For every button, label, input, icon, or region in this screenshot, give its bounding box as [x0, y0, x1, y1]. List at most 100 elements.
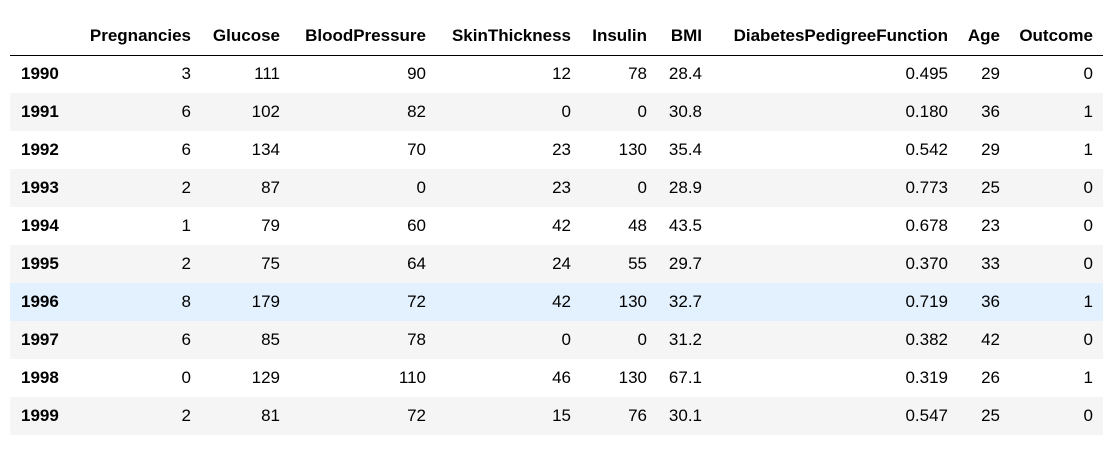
table-cell: 12: [552, 64, 571, 84]
table-cell: 130: [618, 140, 647, 159]
table-cell: 55: [628, 254, 647, 273]
table-cell: 82: [407, 102, 426, 121]
table-cell: 0: [637, 102, 647, 121]
row-index: 1997: [21, 330, 59, 349]
table-cell: 0: [561, 330, 571, 349]
table-cell: 48: [628, 216, 647, 235]
table-cell: 67.1: [668, 368, 702, 387]
table-cell: 0: [1083, 216, 1093, 235]
table-cell: 23: [552, 178, 571, 197]
row-index: 1994: [21, 216, 59, 235]
table-cell: 46: [552, 368, 571, 387]
table-cell: 35.4: [668, 140, 702, 159]
column-header: Glucose: [201, 17, 290, 56]
table-cell: 25: [981, 406, 1000, 425]
table-cell: 0.319: [905, 368, 948, 387]
table-cell: 79: [261, 216, 280, 235]
column-header: BloodPressure: [290, 17, 436, 56]
table-cell: 0: [561, 102, 571, 121]
table-cell: 130: [618, 368, 647, 387]
row-index: 1993: [21, 178, 59, 197]
table-cell: 0: [1083, 406, 1093, 425]
table-cell: 3: [181, 64, 191, 84]
table-cell: 32.7: [668, 292, 702, 311]
column-header: DiabetesPedigreeFunction: [712, 17, 958, 56]
table-cell: 110: [398, 368, 426, 387]
table-cell: 130: [618, 292, 647, 311]
table-cell: 0.370: [905, 254, 948, 273]
table-row: 1990 3 111 90 12 78 28.4 0.495 29 0: [10, 55, 1103, 93]
column-header: SkinThickness: [436, 17, 581, 56]
table-cell: 0.382: [905, 330, 948, 349]
table-cell: 134: [251, 140, 280, 159]
dataframe-output: Pregnancies Glucose BloodPressure SkinTh…: [10, 17, 1103, 435]
table-cell: 0: [637, 178, 647, 197]
table-cell: 0: [1083, 330, 1093, 349]
table-cell: 29.7: [668, 254, 702, 273]
table-cell: 28.9: [668, 178, 702, 197]
table-cell: 60: [407, 216, 426, 235]
table-cell: 111: [254, 64, 280, 84]
table-row: 1999 2 81 72 15 76 30.1 0.547 25 0: [10, 397, 1103, 435]
table-cell: 0: [1083, 178, 1093, 197]
table-cell: 42: [552, 292, 571, 311]
table-cell: 1: [1083, 140, 1093, 159]
table-cell: 64: [407, 254, 426, 273]
table-cell: 0: [416, 178, 426, 197]
table-cell: 43.5: [668, 216, 702, 235]
table-cell: 23: [552, 140, 571, 159]
table-cell: 33: [981, 254, 1000, 273]
table-cell: 28.4: [668, 64, 702, 84]
table-cell: 129: [251, 368, 280, 387]
table-cell: 0.547: [905, 406, 948, 425]
row-index: 1996: [21, 292, 59, 311]
table-cell: 90: [407, 64, 426, 84]
table-cell: 0: [1083, 64, 1093, 84]
table-row: 1994 1 79 60 42 48 43.5 0.678 23 0: [10, 207, 1103, 245]
table-cell: 30.1: [668, 406, 702, 425]
column-header: Age: [958, 17, 1010, 56]
table-cell: 179: [251, 292, 280, 311]
row-index: 1995: [21, 254, 59, 273]
row-index: 1991: [21, 102, 59, 121]
table-cell: 36: [981, 102, 1000, 121]
table-cell: 2: [181, 178, 191, 197]
table-cell: 29: [981, 140, 1000, 159]
table-cell: 0.495: [905, 64, 948, 84]
table-cell: 0: [181, 368, 191, 387]
table-cell: 76: [628, 406, 647, 425]
table-cell: 42: [981, 330, 1000, 349]
table-cell: 42: [552, 216, 571, 235]
table-cell: 0.180: [905, 102, 948, 121]
table-cell: 85: [261, 330, 280, 349]
table-cell: 6: [181, 330, 191, 349]
table-cell: 8: [181, 292, 191, 311]
table-cell: 102: [251, 102, 280, 121]
table-cell: 72: [407, 406, 426, 425]
row-index: 1999: [21, 406, 59, 425]
header-row: Pregnancies Glucose BloodPressure SkinTh…: [10, 17, 1103, 56]
table-cell: 15: [552, 406, 571, 425]
table-cell: 31.2: [668, 330, 702, 349]
table-cell: 0.678: [905, 216, 948, 235]
table-row: 1998 0 129 110 46 130 67.1 0.319 26 1: [10, 359, 1103, 397]
table-cell: 0.773: [905, 178, 948, 197]
dataframe-table: Pregnancies Glucose BloodPressure SkinTh…: [10, 17, 1103, 435]
table-cell: 0.719: [905, 292, 948, 311]
table-row: 1991 6 102 82 0 0 30.8 0.180 36 1: [10, 93, 1103, 131]
table-cell: 26: [981, 368, 1000, 387]
row-index: 1990: [21, 64, 59, 84]
table-cell: 1: [181, 216, 191, 235]
table-cell: 2: [181, 406, 191, 425]
table-cell: 1: [1083, 368, 1093, 387]
column-header: BMI: [657, 17, 712, 56]
table-cell: 1: [1083, 102, 1093, 121]
table-row: 1996 8 179 72 42 130 32.7 0.719 36 1: [10, 283, 1103, 321]
table-row: 1993 2 87 0 23 0 28.9 0.773 25 0: [10, 169, 1103, 207]
column-header: Insulin: [581, 17, 657, 56]
table-cell: 87: [261, 178, 280, 197]
table-cell: 72: [407, 292, 426, 311]
table-cell: 78: [407, 330, 426, 349]
column-header: Outcome: [1010, 17, 1103, 56]
table-body: 1990 3 111 90 12 78 28.4 0.495 29 0 1991 6 102 82 0 0 30…: [10, 55, 1103, 435]
